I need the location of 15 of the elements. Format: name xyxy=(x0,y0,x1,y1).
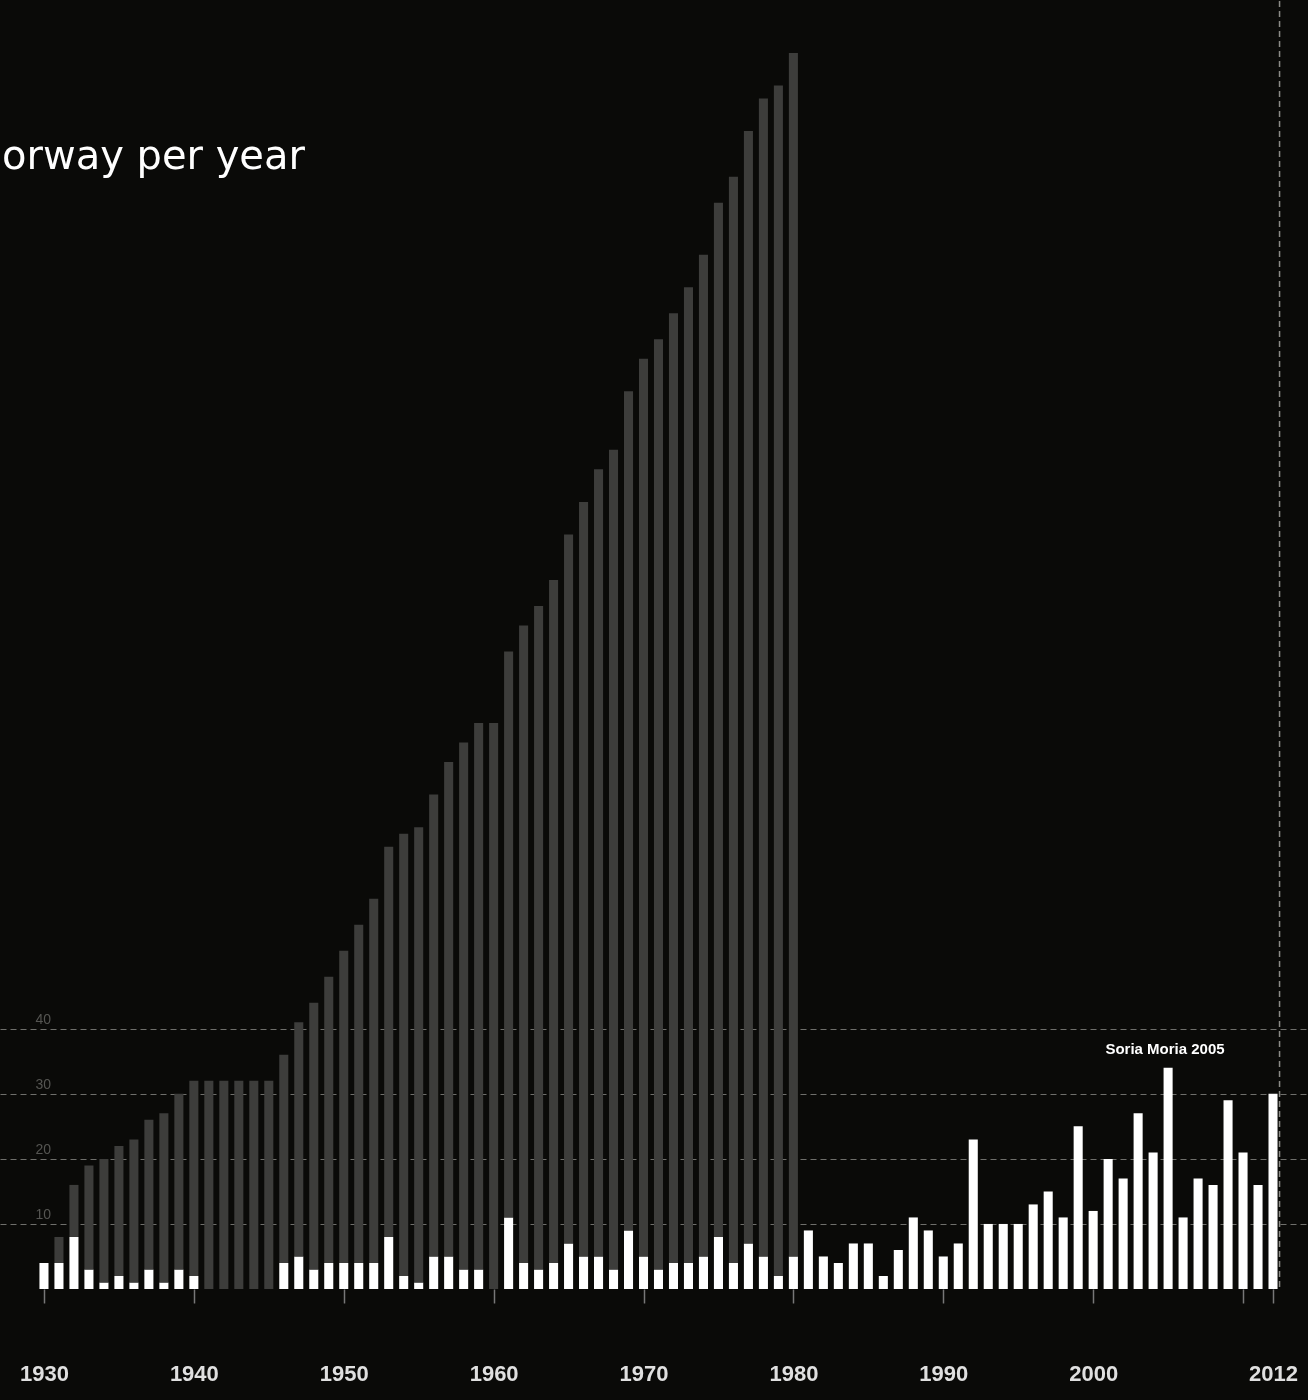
x-tick-label: 2000 xyxy=(1069,1360,1119,1386)
x-tick-label: 1980 xyxy=(769,1360,819,1386)
x-tick-label: 1950 xyxy=(319,1360,369,1386)
y-tick-label: 10 xyxy=(35,1206,52,1223)
x-tick-label: 2012 xyxy=(1249,1360,1298,1386)
x-tick-label: 1970 xyxy=(619,1360,669,1386)
x-tick-label: 1990 xyxy=(919,1360,969,1386)
annotation: Soria Moria 2005 xyxy=(1105,1040,1225,1057)
y-tick-label: 30 xyxy=(35,1076,52,1093)
x-tick-label: 1960 xyxy=(469,1360,519,1386)
y-tick-label: 20 xyxy=(35,1141,52,1158)
x-tick-label: 1930 xyxy=(19,1360,69,1386)
y-tick-label: 40 xyxy=(35,1011,52,1028)
x-tick-label: 1940 xyxy=(169,1360,219,1386)
text: orway per year xyxy=(2,132,306,178)
